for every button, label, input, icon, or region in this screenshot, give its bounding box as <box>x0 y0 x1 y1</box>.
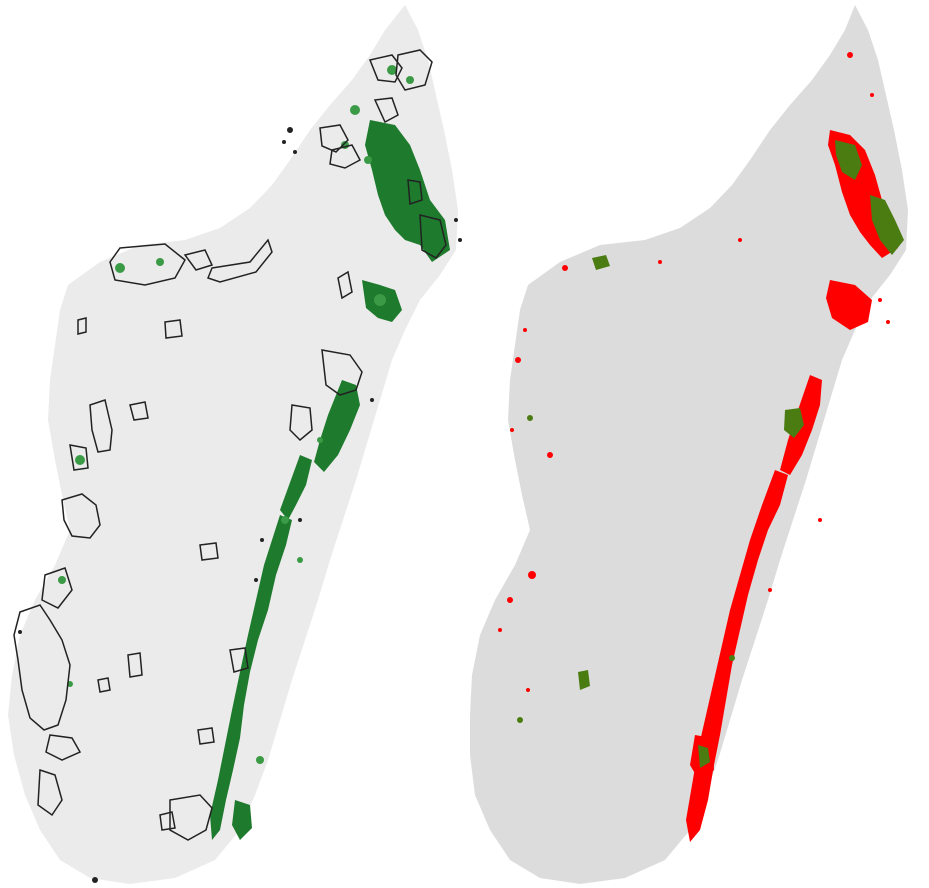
map-panel-left <box>8 5 462 884</box>
island-landmass <box>470 5 908 884</box>
protected-area-outlines <box>13 49 447 841</box>
forest-loss-specks <box>498 52 890 692</box>
madagascar-map-right <box>470 5 908 884</box>
island-landmass <box>8 5 458 884</box>
map-panel-right <box>470 0 929 888</box>
remaining-forest-patches <box>517 140 904 768</box>
madagascar-map-left <box>8 5 462 884</box>
ridge-outline-dots <box>18 127 462 883</box>
